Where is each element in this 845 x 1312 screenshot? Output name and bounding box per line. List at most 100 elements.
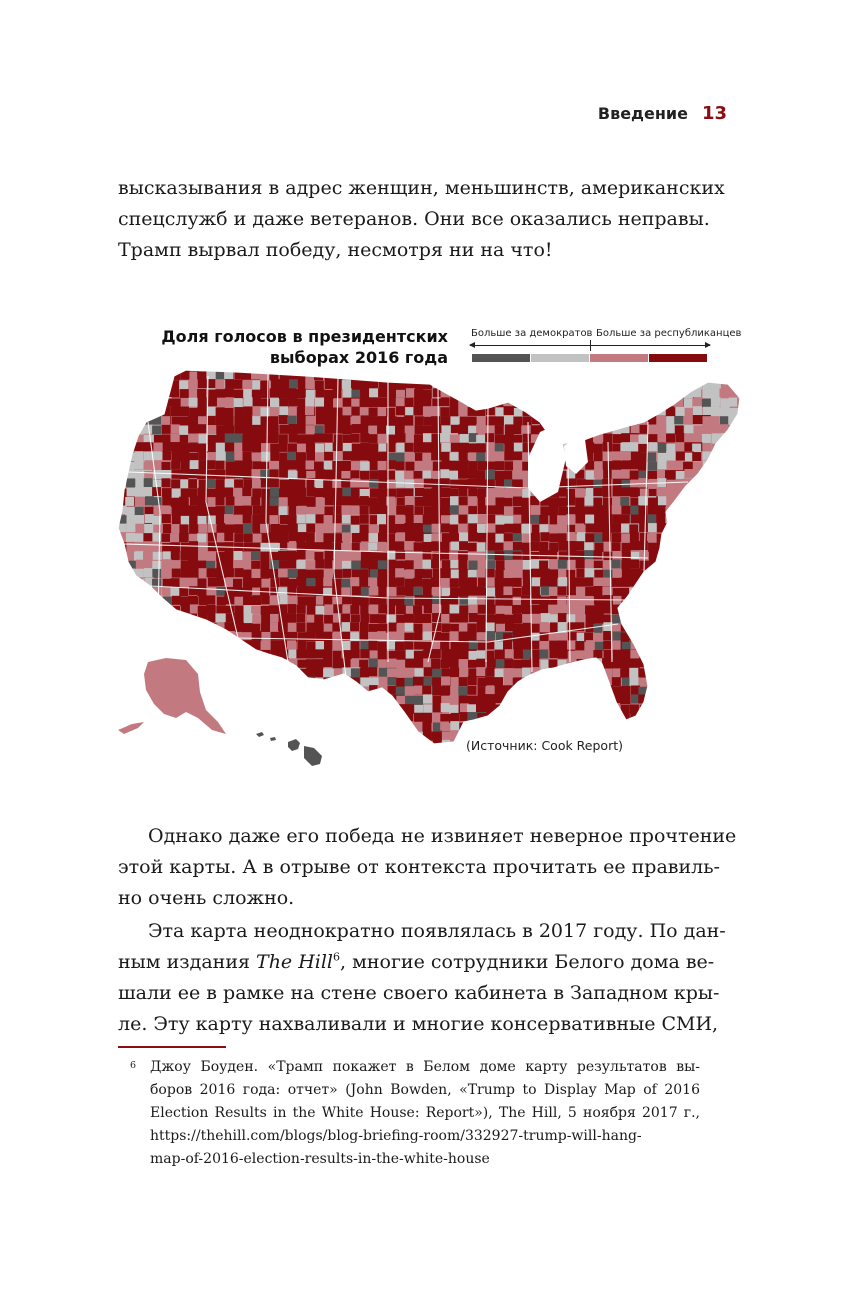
county-cell <box>666 631 676 641</box>
county-cell <box>170 560 180 570</box>
county-cell <box>405 560 415 570</box>
county-cell <box>189 371 199 381</box>
county-cell <box>378 379 388 389</box>
county-cell <box>485 650 495 660</box>
county-cell <box>224 370 234 380</box>
county-cell <box>738 370 740 372</box>
county-cell <box>296 424 315 434</box>
county-cell <box>467 712 486 722</box>
county-cell <box>638 398 648 417</box>
county-cell <box>359 398 369 408</box>
county-cell <box>296 370 315 372</box>
county-cell <box>540 380 550 390</box>
county-cell <box>657 721 667 731</box>
county-cell <box>575 559 585 569</box>
county-cell <box>118 595 126 605</box>
county-cell <box>161 478 171 488</box>
county-cell <box>458 587 468 597</box>
county-cell <box>468 371 478 390</box>
county-cell <box>449 406 459 425</box>
county-cell <box>647 388 666 407</box>
county-cell <box>161 632 171 642</box>
county-cell <box>270 695 280 714</box>
county-cell <box>558 577 568 587</box>
county-cell <box>684 613 703 632</box>
county-cell <box>747 480 756 489</box>
county-cell <box>585 487 595 497</box>
county-cell <box>118 758 127 767</box>
county-cell <box>306 506 316 516</box>
county-cell <box>656 649 666 659</box>
county-cell <box>585 686 595 696</box>
county-cell <box>225 686 235 696</box>
county-cell <box>378 479 388 489</box>
county-cell <box>603 389 622 399</box>
county-cell <box>522 433 532 443</box>
county-cell <box>341 380 360 390</box>
county-cell <box>234 533 244 543</box>
county-cell <box>720 748 729 757</box>
county-cell <box>558 388 568 398</box>
footnote-link[interactable]: map-of-2016-election-results-in-the-whit… <box>150 1151 490 1167</box>
county-cell <box>180 551 190 561</box>
county-cell <box>126 749 135 758</box>
county-cell <box>602 451 612 470</box>
county-cell <box>342 640 352 659</box>
county-cell <box>386 496 396 506</box>
county-cell <box>386 479 396 489</box>
county-cell <box>575 469 585 479</box>
county-cell <box>269 433 279 443</box>
county-cell <box>153 595 163 614</box>
county-cell <box>405 731 415 741</box>
county-cell <box>189 650 199 660</box>
county-cell <box>324 496 334 506</box>
county-cell <box>171 739 181 744</box>
county-cell <box>647 523 657 533</box>
county-cell <box>368 748 377 757</box>
county-cell <box>504 596 514 606</box>
county-cell <box>585 416 604 426</box>
county-cell <box>423 380 433 390</box>
county-cell <box>360 605 370 615</box>
county-cell <box>468 514 487 524</box>
county-cell <box>233 722 243 732</box>
county-cell <box>477 758 486 767</box>
county-cell <box>576 604 586 614</box>
county-cell <box>611 623 621 633</box>
county-cell <box>676 749 685 758</box>
county-cell <box>432 596 442 606</box>
county-cell <box>242 694 261 704</box>
county-cell <box>603 721 613 731</box>
county-cell <box>513 614 523 624</box>
county-cell <box>422 758 440 767</box>
county-cell <box>594 542 604 552</box>
county-cell <box>225 677 235 687</box>
footnote-link[interactable]: https://thehill.com/blogs/blog-briefing-… <box>150 1128 642 1144</box>
footnote-ref[interactable]: 6 <box>333 950 341 964</box>
county-cell <box>720 370 730 381</box>
county-cell <box>225 524 235 534</box>
county-cell <box>620 389 630 408</box>
county-cell <box>683 632 702 651</box>
county-cell <box>207 397 226 407</box>
county-cell <box>332 677 342 687</box>
county-cell <box>648 622 658 641</box>
county-cell <box>449 578 459 588</box>
county-cell <box>459 460 469 479</box>
county-cell <box>315 631 325 641</box>
county-cell <box>135 578 145 588</box>
county-cell <box>728 397 740 407</box>
county-cell <box>135 614 145 624</box>
county-cell <box>143 488 153 498</box>
county-cell <box>674 425 684 435</box>
county-cell <box>197 370 207 371</box>
county-cell <box>557 640 567 659</box>
county-cell <box>522 686 541 696</box>
county-cell <box>287 640 297 650</box>
text-line: Трамп вырвал победу, несмотря ни на что! <box>118 239 553 261</box>
legend-divider <box>590 340 591 351</box>
county-cell <box>404 452 423 462</box>
county-cell <box>368 739 378 744</box>
county-cell <box>225 496 235 506</box>
county-cell <box>685 757 694 772</box>
